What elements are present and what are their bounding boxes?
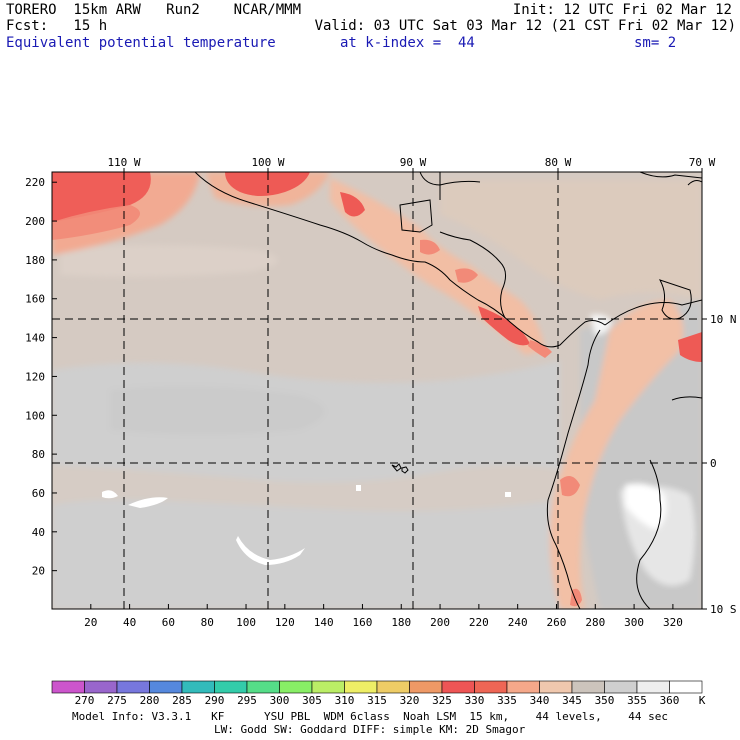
colorbar [51,680,703,694]
colorbar-swatch [279,680,313,694]
lon-label: 100 W [251,156,284,169]
colorbar-label: 300 [269,694,290,707]
smoothing-info: sm= 2 [634,35,677,51]
x-tick-label: 140 [314,616,334,629]
colorbar-label: 290 [204,694,225,707]
colorbar-swatch [474,680,508,694]
lat-label: 10 S [710,603,737,616]
lat-label: 0 [710,457,717,470]
field-title: Equivalent potential temperature [6,35,276,51]
y-tick-label: 80 [32,448,45,461]
x-tick-label: 120 [275,616,295,629]
colorbar-label: 340 [529,694,550,707]
y-tick-label: 20 [32,565,45,578]
x-tick-label: 240 [508,616,528,629]
header-line1-right: Init: 12 UTC Fri 02 Mar 12 [512,2,732,18]
colorbar-swatch [149,680,183,694]
lon-label: 90 W [400,156,427,169]
colorbar-swatch [116,680,150,694]
colorbar-swatch [636,680,670,694]
colorbar-swatch [506,680,540,694]
colorbar-swatch [409,680,443,694]
colorbar-swatch [539,680,573,694]
colorbar-swatch [571,680,605,694]
x-tick-label: 280 [585,616,605,629]
plot-frame [51,171,703,610]
colorbar-label: 330 [464,694,485,707]
y-tick-label: 160 [25,293,45,306]
y-tick-label: 140 [25,332,45,345]
colorbar-label: 325 [432,694,452,707]
colorbar-swatch [344,680,378,694]
x-tick-label: 80 [201,616,214,629]
model-info: Model Info: V3.3.1 KF YSU PBL WDM 6class… [72,710,669,723]
x-tick-label: 180 [391,616,411,629]
lon-label: 70 W [689,156,716,169]
y-tick-label: 40 [32,526,45,539]
lon-label: 110 W [107,156,140,169]
physics-info: LW: Godd SW: Goddard DIFF: simple KM: 2D… [214,723,526,736]
colorbar-label: 360 [659,694,680,707]
colorbar-label: 270 [74,694,95,707]
colorbar-label: 280 [139,694,160,707]
header-line1-left: TORERO 15km ARW Run2 NCAR/MMM [6,2,302,18]
y-tick-label: 120 [25,370,45,383]
colorbar-label: 350 [594,694,615,707]
colorbar-swatch [669,680,703,694]
colorbar-swatch [311,680,345,694]
x-tick-label: 160 [353,616,373,629]
colorbar-label: 295 [237,694,257,707]
colorbar-unit: K [698,694,706,707]
y-tick-label: 220 [25,176,45,189]
x-tick-label: 60 [162,616,175,629]
x-tick-label: 200 [430,616,450,629]
colorbar-label: 315 [367,694,387,707]
colorbar-swatch [51,680,85,694]
x-tick-label: 300 [624,616,644,629]
y-tick-label: 100 [25,409,45,422]
colorbar-label: 335 [497,694,517,707]
header-line2-right: Valid: 03 UTC Sat 03 Mar 12 (21 CST Fri … [314,18,736,34]
colorbar-label: 285 [172,694,192,707]
colorbar-label: 310 [334,694,355,707]
y-tick-label: 180 [25,254,45,267]
lon-label: 80 W [545,156,572,169]
x-tick-label: 40 [123,616,136,629]
theta-e-field [52,172,702,609]
colorbar-swatch [376,680,410,694]
x-tick-label: 320 [663,616,683,629]
colorbar-label: 345 [562,694,582,707]
colorbar-swatch [604,680,638,694]
x-tick-label: 20 [84,616,97,629]
colorbar-swatch [246,680,280,694]
colorbar-swatch [84,680,118,694]
lat-label: 10 N [710,313,737,326]
level-info: at k-index = 44 [340,35,475,51]
y-tick-label: 200 [25,215,45,228]
graticule [52,172,702,609]
colorbar-swatch [214,680,248,694]
colorbar-label: 320 [399,694,420,707]
x-tick-label: 220 [469,616,489,629]
header-line2-left: Fcst: 15 h [6,18,108,34]
colorbar-label: 275 [107,694,127,707]
coastlines [194,172,702,609]
x-tick-label: 100 [236,616,256,629]
y-tick-label: 60 [32,487,45,500]
colorbar-label: 305 [302,694,322,707]
colorbar-swatch [181,680,215,694]
x-tick-label: 260 [547,616,567,629]
colorbar-swatch [441,680,475,694]
colorbar-label: 355 [627,694,647,707]
